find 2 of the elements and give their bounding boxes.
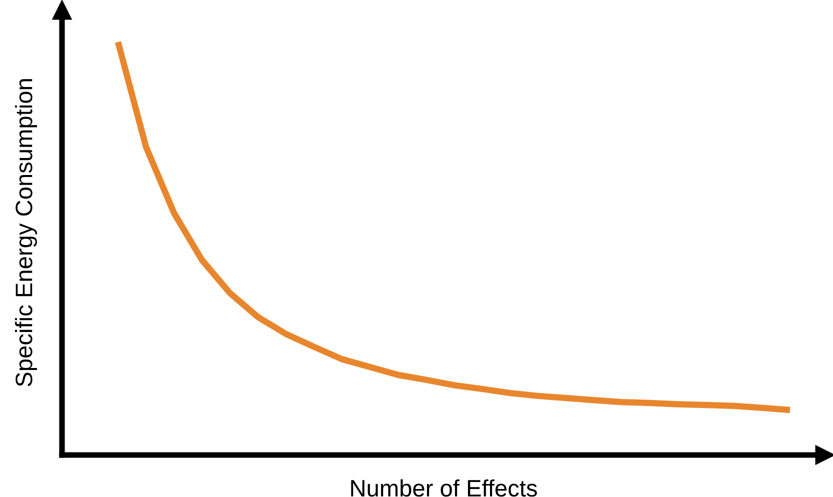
y-axis-title: Specific Energy Consumption [14,79,37,386]
x-axis-title: Number of Effects [351,479,537,497]
